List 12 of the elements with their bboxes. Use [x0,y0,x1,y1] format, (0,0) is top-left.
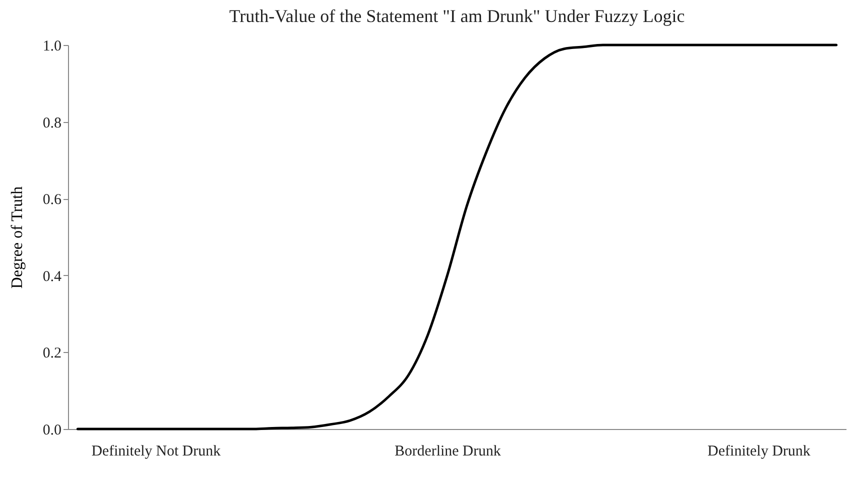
y-tick-label: 0.8 [42,115,62,132]
x-tick-label: Definitely Drunk [708,444,811,460]
chart-title: Truth-Value of the Statement "I am Drunk" Under Fuzzy Logic [229,6,685,26]
line-series [76,44,838,430]
y-tick-label: 0.2 [42,346,62,362]
y-tick-label: 0.0 [42,422,62,438]
y-tick-label: 0.4 [42,268,62,285]
y-tick-label: 1.0 [42,38,62,54]
x-tick-label: Borderline Drunk [394,444,502,460]
x-tick-label: Definitely Not Drunk [91,444,222,460]
y-axis-title: Degree of Truth [8,186,26,289]
y-tick-label: 0.6 [42,192,62,208]
